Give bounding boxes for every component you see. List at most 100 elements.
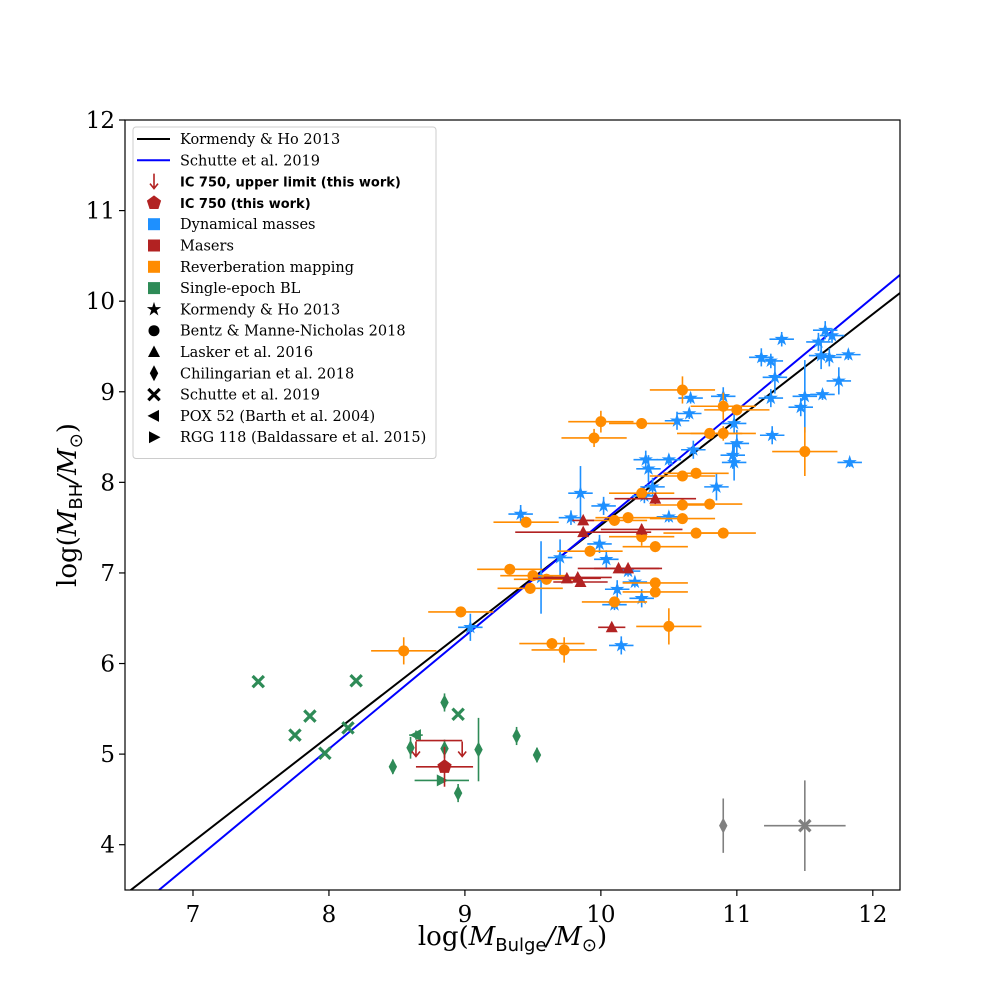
series-circle <box>371 376 838 665</box>
data-point <box>661 509 676 523</box>
legend-square-icon <box>148 282 160 295</box>
axis-label-part: M <box>554 922 583 952</box>
legend-entry: Dynamical masses <box>148 217 316 233</box>
data-point <box>436 774 449 787</box>
axis-label-part: ) <box>597 922 607 952</box>
axis-label-part: M <box>53 447 83 476</box>
data-point <box>676 470 688 482</box>
data-point <box>440 694 449 711</box>
legend-pentagon-icon <box>146 195 162 209</box>
legend-entry: IC 750 (this work) <box>146 195 311 212</box>
axis-label-part: ⊙ <box>66 433 87 448</box>
data-point <box>584 545 596 557</box>
y-tick-label: 4 <box>100 833 115 859</box>
legend-entry: Chilingarian et al. 2018 <box>149 365 354 382</box>
legend-entry: Reverberation mapping <box>148 260 354 276</box>
axis-label-part: ) <box>53 423 83 433</box>
data-point <box>682 406 697 420</box>
data-point <box>524 582 536 594</box>
axis-label-part: M <box>53 508 83 537</box>
data-point <box>725 447 740 462</box>
axis-ticks: 7 8 9 10 11 12 4 5 6 7 8 9 10 11 12 <box>86 108 888 928</box>
series-thin-diamond <box>388 693 542 803</box>
data-point <box>793 399 808 414</box>
data-point <box>686 442 701 456</box>
data-point <box>341 721 355 735</box>
data-point <box>608 596 620 608</box>
data-point <box>318 746 332 760</box>
y-tick-label: 5 <box>100 742 115 768</box>
data-point <box>661 452 676 466</box>
legend-marker-icon <box>146 301 162 316</box>
data-point <box>799 446 811 458</box>
data-point <box>717 527 729 539</box>
data-point <box>814 348 829 362</box>
data-point <box>303 709 317 723</box>
x-tick-label: 12 <box>858 902 887 928</box>
data-point <box>726 454 742 469</box>
series-triangle-right <box>414 774 469 787</box>
data-point <box>605 620 618 633</box>
axis-label-part: M <box>468 922 497 952</box>
data-point <box>409 729 421 742</box>
legend-box <box>132 126 437 459</box>
data-point <box>540 573 552 585</box>
legend-marker-icon <box>147 409 159 422</box>
data-point <box>822 349 837 364</box>
data-point <box>636 417 648 429</box>
legend-marker-icon <box>148 345 160 357</box>
data-point <box>512 728 521 744</box>
data-point <box>731 404 743 416</box>
data-point <box>599 551 614 566</box>
y-tick-label: 7 <box>100 561 115 587</box>
data-point <box>649 492 662 504</box>
data-point <box>729 435 744 450</box>
data-point <box>717 400 729 412</box>
data-point <box>533 569 549 584</box>
legend-label: Chilingarian et al. 2018 <box>180 366 354 382</box>
legend-label: Schutte et al. 2019 <box>180 388 320 404</box>
axis-labels: log(MBulge/M⊙)log(MBH/M⊙) <box>53 423 607 956</box>
legend-label: POX 52 (Barth et al. 2004) <box>180 409 375 425</box>
data-point <box>398 645 410 657</box>
x-tick-label: 8 <box>322 902 337 928</box>
data-point <box>649 541 661 553</box>
legend-square-icon <box>148 260 160 273</box>
data-point <box>588 432 600 444</box>
data-point <box>683 390 698 405</box>
data-point <box>558 644 570 656</box>
axis-label-part: Bulge <box>495 935 546 956</box>
legend-label: RGG 118 (Baldassare et al. 2015) <box>180 430 426 446</box>
data-points <box>251 321 862 871</box>
data-point <box>774 331 789 346</box>
data-point <box>641 461 656 475</box>
data-point <box>676 513 688 525</box>
data-point <box>532 747 542 764</box>
data-point <box>709 479 724 493</box>
data-point <box>552 550 568 564</box>
legend-entry: Single-epoch BL <box>148 281 301 297</box>
y-tick-label: 8 <box>100 470 115 496</box>
data-point <box>676 384 688 396</box>
legend-entry: IC 750, upper limit (this work) <box>149 173 401 191</box>
data-point <box>563 510 579 524</box>
data-point <box>349 673 363 688</box>
data-point <box>841 347 856 361</box>
axis-label-part: ⊙ <box>582 935 597 956</box>
upper-limit-arrow <box>457 741 467 758</box>
data-point <box>818 322 833 337</box>
series-x <box>251 673 465 760</box>
data-point <box>453 785 463 802</box>
data-point <box>595 416 607 428</box>
data-point <box>513 506 528 521</box>
data-point <box>763 353 778 368</box>
legend-entry: Schutte et al. 2019 <box>147 388 320 404</box>
x-tick-label: 11 <box>722 902 751 928</box>
data-point <box>704 498 716 510</box>
data-point <box>797 388 812 403</box>
data-point <box>520 516 532 528</box>
data-point <box>251 674 266 689</box>
data-point <box>463 619 478 634</box>
legend-entry: Kormendy & Ho 2013 <box>146 301 340 318</box>
